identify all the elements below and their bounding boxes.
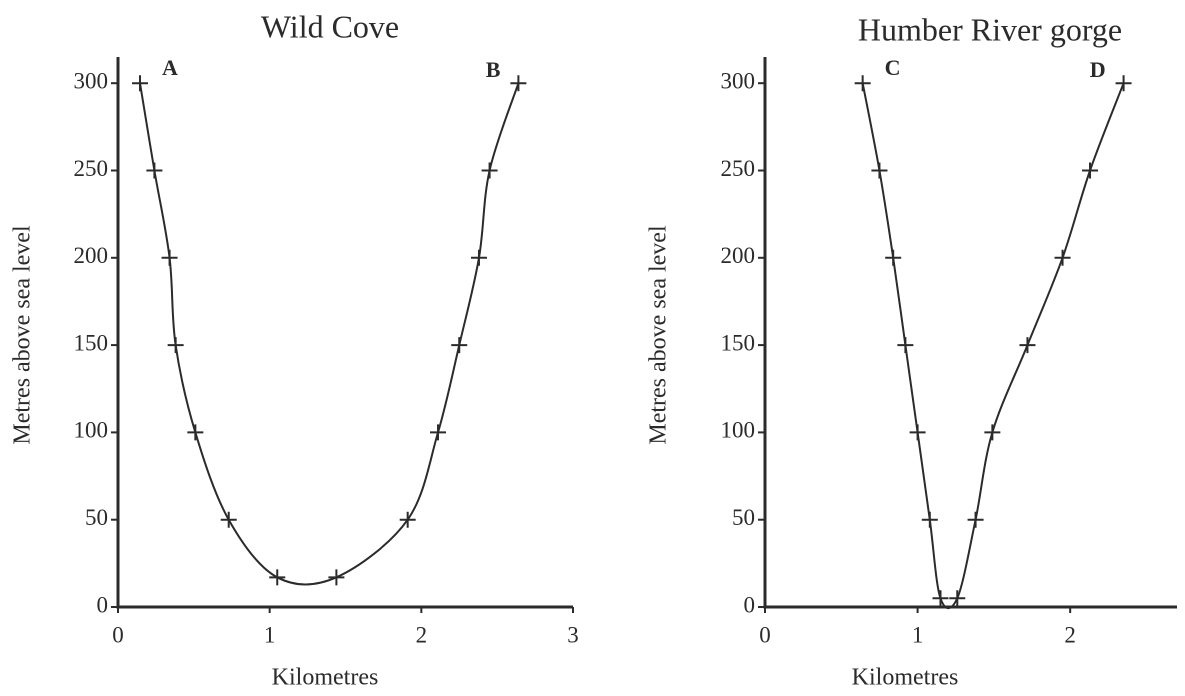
y-tick-label: 150 [721,330,756,355]
annotation: D [1090,57,1106,82]
y-tick-label: 100 [74,418,109,443]
point-marker [187,424,204,441]
annotation: B [486,57,501,82]
x-tick-label: 2 [1064,622,1076,647]
y-tick-label: 100 [721,418,756,443]
annotation: C [885,55,901,80]
point-marker [220,511,237,528]
y-axis-label: Metres above sea level [10,225,36,445]
point-marker [328,569,345,586]
point-marker [932,590,949,607]
x-axis-label: Kilometres [272,665,379,691]
point-marker [167,337,184,354]
y-tick-label: 50 [85,505,108,530]
point-marker [984,424,1001,441]
point-marker [131,75,148,92]
point-marker [871,162,888,179]
point-marker [146,162,163,179]
y-tick-label: 200 [74,243,109,268]
point-marker [451,337,468,354]
y-tick-label: 200 [721,243,756,268]
point-marker [430,424,447,441]
point-marker [269,569,286,586]
point-marker [481,162,498,179]
point-marker [1082,162,1099,179]
y-tick-label: 250 [74,156,109,181]
plot: 0 50 100 150 200 250 300 0 1 2 3 A B Wild Cove Kilomet… [10,8,579,690]
y-tick-label: 0 [97,592,109,617]
x-tick-label: 2 [416,622,428,647]
plot: 0 50 100 150 200 250 300 0 1 2 C D Humber River gorg… [646,11,1177,691]
point-marker [854,75,871,92]
point-marker [470,249,487,266]
y-tick-label: 300 [721,68,756,93]
point-marker [949,590,966,607]
y-tick-label: 0 [744,592,756,617]
y-tick-label: 300 [74,68,109,93]
point-marker [897,337,914,354]
point-marker [1115,75,1132,92]
x-tick-label: 0 [112,622,124,647]
x-tick-label: 1 [912,622,924,647]
y-tick-label: 250 [721,156,756,181]
point-marker [1054,249,1071,266]
point-marker [510,75,527,92]
y-tick-label: 150 [74,330,109,355]
x-tick-label: 3 [567,622,579,647]
point-marker [1019,337,1036,354]
point-marker [909,424,926,441]
x-tick-label: 0 [759,622,771,647]
chart-title: Humber River gorge [858,11,1122,47]
point-marker [967,511,984,528]
point-marker [921,511,938,528]
point-marker [885,249,902,266]
annotation: A [162,55,178,80]
y-tick-label: 50 [732,505,755,530]
x-axis-label: Kilometres [852,665,959,691]
chart-title: Wild Cove [261,8,399,44]
point-marker [161,249,178,266]
x-tick-label: 1 [264,622,276,647]
y-axis-label: Metres above sea level [646,225,672,445]
profile-line [139,82,520,586]
point-marker [399,511,416,528]
